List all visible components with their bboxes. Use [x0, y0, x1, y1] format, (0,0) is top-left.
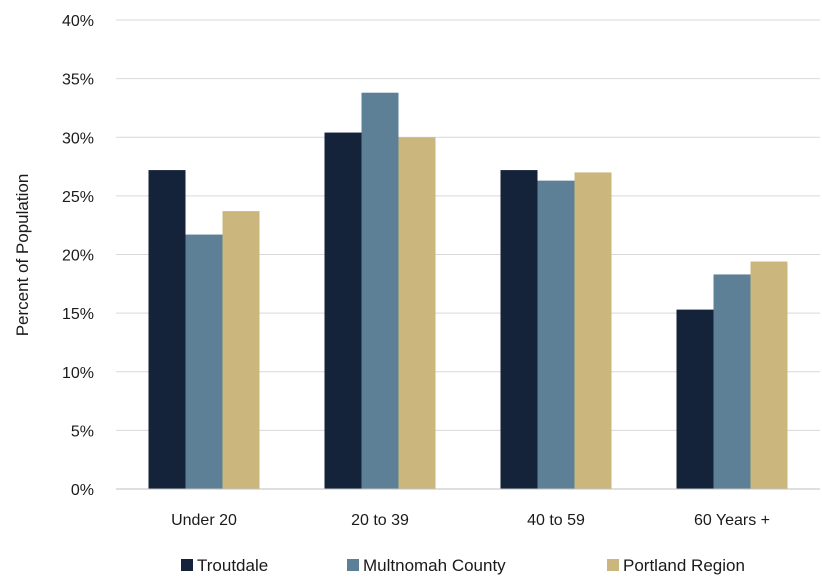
y-axis-title: Percent of Population — [13, 174, 32, 337]
bar-1-2 — [324, 132, 362, 489]
bar-1-1 — [148, 170, 186, 489]
bar-1-3 — [500, 170, 538, 489]
y-tick-label: 10% — [62, 365, 94, 382]
bars — [148, 92, 788, 490]
bar-3-3 — [574, 172, 612, 490]
y-tick-label: 20% — [62, 248, 94, 265]
legend-swatch-3 — [607, 559, 619, 571]
legend-swatch-2 — [347, 559, 359, 571]
y-tick-label: 25% — [62, 189, 94, 206]
x-tick-label: 60 Years + — [694, 512, 770, 529]
y-tick-label: 5% — [71, 423, 94, 440]
legend-label-3: Portland Region — [623, 556, 745, 575]
bar-2-2 — [361, 92, 399, 489]
bar-3-2 — [398, 137, 436, 489]
legend-label-2: Multnomah County — [363, 556, 506, 575]
legend-label-1: Troutdale — [197, 556, 268, 575]
x-tick-label: Under 20 — [171, 512, 237, 529]
bar-2-3 — [537, 180, 575, 489]
bar-1-4 — [676, 309, 714, 489]
bar-3-4 — [750, 261, 788, 489]
y-tick-label: 30% — [62, 130, 94, 147]
y-tick-label: 40% — [62, 13, 94, 30]
y-tick-label: 35% — [62, 72, 94, 89]
x-axis-ticks: Under 20 20 to 39 40 to 59 60 Years + — [171, 512, 770, 529]
bar-2-4 — [713, 274, 751, 489]
legend-swatch-1 — [181, 559, 193, 571]
bar-3-1 — [222, 211, 260, 489]
x-tick-label: 20 to 39 — [351, 512, 409, 529]
y-tick-label: 0% — [71, 482, 94, 499]
legend: Troutdale Multnomah County Portland Region — [181, 556, 745, 575]
x-tick-label: 40 to 59 — [527, 512, 585, 529]
bar-2-1 — [185, 234, 223, 489]
y-axis-ticks: 0% 5% 10% 15% 20% 25% 30% 35% 40% — [62, 13, 94, 499]
y-tick-label: 15% — [62, 306, 94, 323]
